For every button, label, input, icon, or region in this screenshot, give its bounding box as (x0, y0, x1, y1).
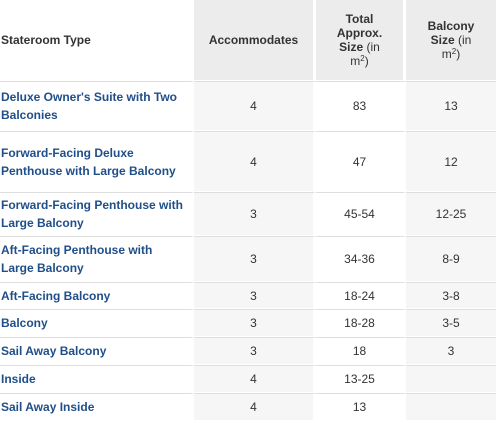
balcony-size-cell: 3-5 (406, 309, 496, 337)
balcony-size-cell (406, 365, 496, 393)
total-size-cell: 13-25 (316, 365, 406, 393)
accommodates-cell: 4 (194, 81, 316, 131)
header-balcony-size: Balcony Size (in m2) (406, 0, 496, 81)
header-stateroom-type: Stateroom Type (0, 0, 194, 81)
table-row: Balcony 3 18-28 3-5 (0, 309, 496, 337)
header-total-size: Total Approx. Size (in m2) (316, 0, 406, 81)
table-row: Deluxe Owner's Suite with Two Balconies … (0, 81, 496, 131)
balcony-size-cell: 13 (406, 81, 496, 131)
total-size-cell: 13 (316, 393, 406, 421)
stateroom-type-cell: Forward-Facing Penthouse with Large Balc… (0, 192, 194, 236)
stateroom-type-cell: Sail Away Inside (0, 393, 194, 421)
stateroom-type-cell: Forward-Facing Deluxe Penthouse with Lar… (0, 131, 194, 192)
balcony-size-cell: 12-25 (406, 192, 496, 236)
table-row: Aft-Facing Penthouse with Large Balcony … (0, 236, 496, 282)
total-size-cell: 47 (316, 131, 406, 192)
balcony-size-cell: 12 (406, 131, 496, 192)
table-row: Forward-Facing Deluxe Penthouse with Lar… (0, 131, 496, 192)
accommodates-cell: 3 (194, 192, 316, 236)
total-size-cell: 18-24 (316, 282, 406, 309)
total-size-cell: 45-54 (316, 192, 406, 236)
accommodates-cell: 4 (194, 131, 316, 192)
stateroom-type-cell: Deluxe Owner's Suite with Two Balconies (0, 81, 194, 131)
table-row: Inside 4 13-25 (0, 365, 496, 393)
table-row: Forward-Facing Penthouse with Large Balc… (0, 192, 496, 236)
balcony-size-cell: 3 (406, 337, 496, 365)
total-size-cell: 34-36 (316, 236, 406, 282)
stateroom-type-cell: Sail Away Balcony (0, 337, 194, 365)
accommodates-cell: 3 (194, 236, 316, 282)
balcony-size-cell: 3-8 (406, 282, 496, 309)
header-accommodates: Accommodates (194, 0, 316, 81)
stateroom-type-cell: Aft-Facing Balcony (0, 282, 194, 309)
balcony-size-cell: 8-9 (406, 236, 496, 282)
stateroom-type-cell: Inside (0, 365, 194, 393)
total-size-cell: 18 (316, 337, 406, 365)
table-header-row: Stateroom Type Accommodates Total Approx… (0, 0, 496, 81)
accommodates-cell: 3 (194, 282, 316, 309)
total-size-cell: 18-28 (316, 309, 406, 337)
accommodates-cell: 4 (194, 365, 316, 393)
accommodates-cell: 4 (194, 393, 316, 421)
stateroom-type-cell: Balcony (0, 309, 194, 337)
balcony-size-cell (406, 393, 496, 421)
table-row: Aft-Facing Balcony 3 18-24 3-8 (0, 282, 496, 309)
table-row: Sail Away Inside 4 13 (0, 393, 496, 421)
accommodates-cell: 3 (194, 337, 316, 365)
total-size-cell: 83 (316, 81, 406, 131)
accommodates-cell: 3 (194, 309, 316, 337)
stateroom-type-cell: Aft-Facing Penthouse with Large Balcony (0, 236, 194, 282)
table-row: Sail Away Balcony 3 18 3 (0, 337, 496, 365)
